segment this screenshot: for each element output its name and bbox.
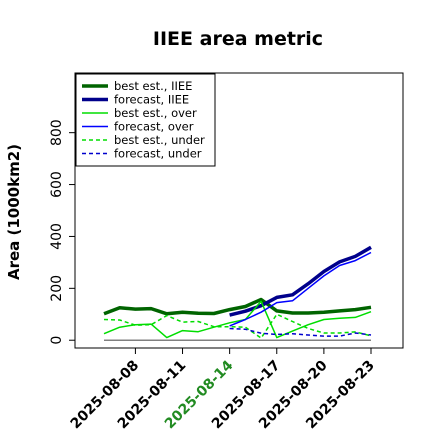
legend-label-3: forecast, over (114, 120, 194, 134)
legend-label-2: best est., over (114, 106, 197, 120)
plot-area (103, 245, 372, 341)
plot-frame (74, 72, 404, 349)
y-tick-label-0: 0 (49, 336, 65, 345)
legend-label-1: forecast, IIEE (114, 93, 189, 107)
y-tick-label-2: 400 (49, 223, 65, 250)
series-line-3 (229, 251, 372, 327)
series-line-4 (103, 313, 372, 339)
chart-title: IIEE area metric (153, 28, 323, 50)
series-line-0 (103, 297, 372, 316)
legend-label-5: forecast, under (114, 147, 202, 161)
series-line-5 (229, 327, 372, 337)
legend-box (75, 73, 216, 167)
y-tick-label-3: 600 (49, 171, 65, 198)
y-tick-label-1: 200 (49, 275, 65, 302)
series-line-1 (229, 245, 372, 317)
legend-label-0: best est., IIEE (114, 79, 192, 93)
y-tick-label-4: 800 (49, 119, 65, 146)
legend-label-4: best est., under (114, 133, 205, 147)
y-axis-label: Area (1000km2) (5, 144, 23, 280)
